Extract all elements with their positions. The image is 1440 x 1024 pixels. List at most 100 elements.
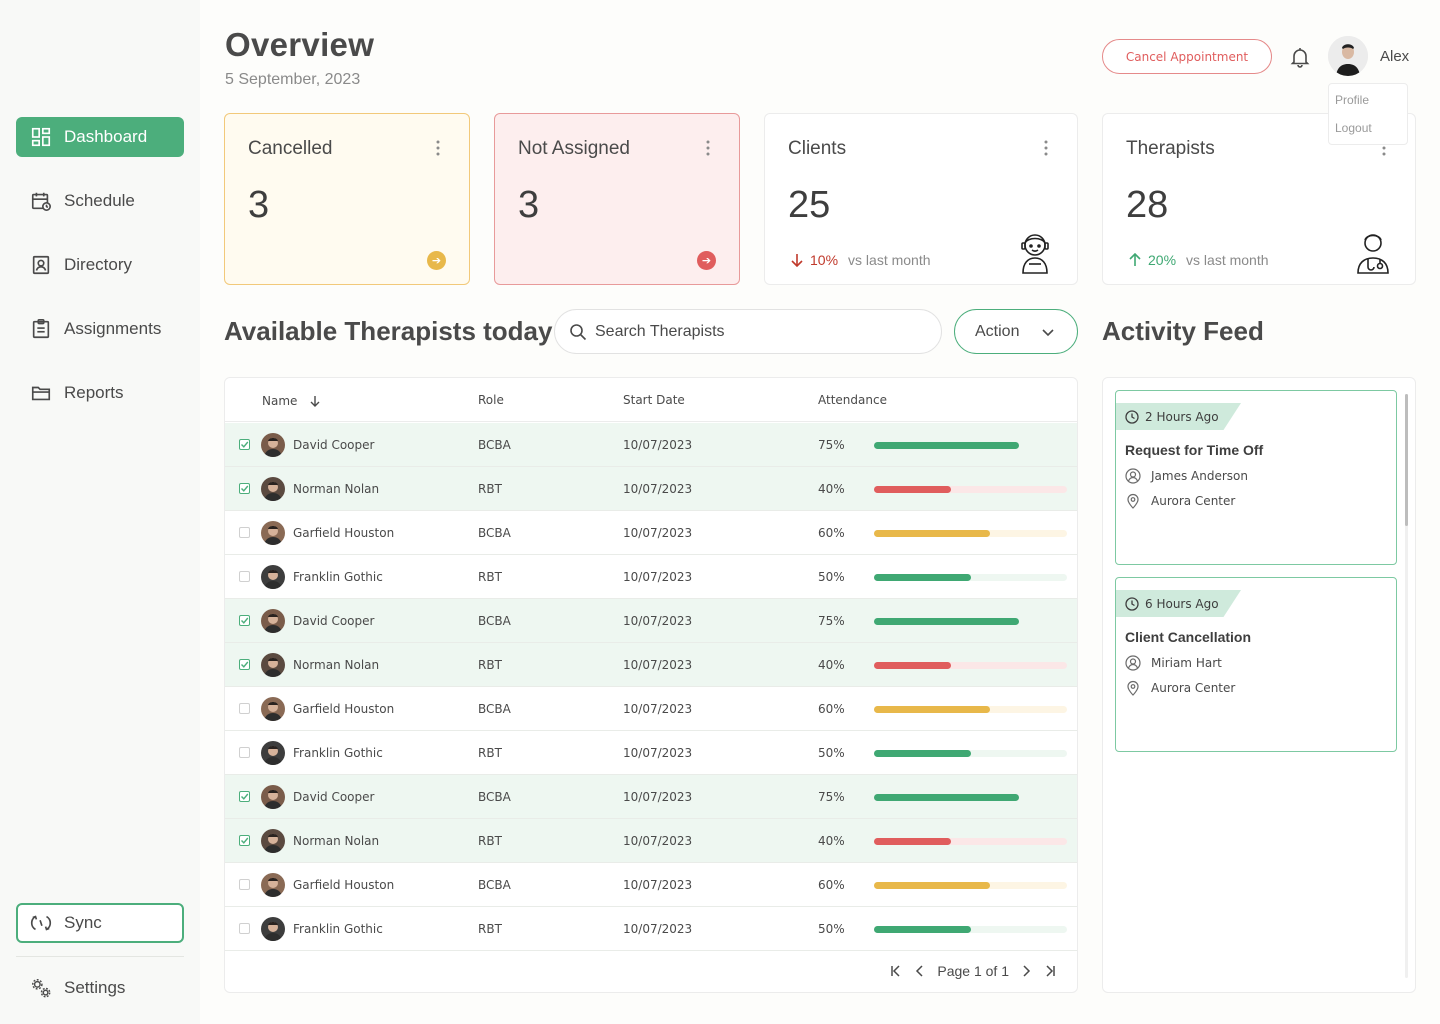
feed-card[interactable]: 2 Hours Ago Request for Time Off James A… xyxy=(1115,390,1397,565)
cell-start-date: 10/07/2023 xyxy=(623,570,693,584)
cell-role: RBT xyxy=(478,746,502,760)
attendance-bar-fill xyxy=(874,706,990,713)
therapists-section-title: Available Therapists today xyxy=(224,316,553,346)
sync-label: Sync xyxy=(64,913,102,932)
feed-scrollbar[interactable] xyxy=(1405,394,1408,978)
avatar-portrait-icon xyxy=(264,482,282,501)
menu-item-logout[interactable]: Logout xyxy=(1335,121,1372,135)
attendance-bar-fill xyxy=(874,574,971,581)
sidebar: Dashboard Schedule Directory Assignments… xyxy=(0,0,200,1024)
kebab-menu-icon[interactable] xyxy=(705,139,711,157)
first-page-icon[interactable] xyxy=(889,964,903,978)
sidebar-item-directory[interactable]: Directory xyxy=(16,245,184,285)
cell-attendance: 50% xyxy=(818,746,845,760)
prev-page-icon[interactable] xyxy=(913,964,927,978)
row-checkbox[interactable] xyxy=(239,527,250,538)
table-row[interactable]: Franklin Gothic RBT 10/07/2023 50% xyxy=(225,731,1077,775)
scrollbar-thumb[interactable] xyxy=(1405,394,1408,526)
row-checkbox[interactable] xyxy=(239,659,250,670)
table-row[interactable]: Garfield Houston BCBA 10/07/2023 60% xyxy=(225,511,1077,555)
sidebar-divider xyxy=(16,956,184,957)
therapists-table: Name Role Start Date Attendance David Co… xyxy=(224,377,1078,993)
stat-card-cancelled[interactable]: Cancelled 3 ➔ xyxy=(224,113,470,285)
table-row[interactable]: Franklin Gothic RBT 10/07/2023 50% xyxy=(225,555,1077,599)
next-page-icon[interactable] xyxy=(1019,964,1033,978)
stat-value: 3 xyxy=(518,184,540,226)
stat-card-not-assigned[interactable]: Not Assigned 3 ➔ xyxy=(494,113,740,285)
stat-trend: 20% vs last month xyxy=(1128,252,1269,268)
table-row[interactable]: David Cooper BCBA 10/07/2023 75% xyxy=(225,423,1077,467)
sidebar-item-settings[interactable]: Settings xyxy=(16,968,184,1008)
cell-name: Franklin Gothic xyxy=(293,570,383,584)
user-circle-icon xyxy=(1125,468,1141,484)
table-row[interactable]: David Cooper BCBA 10/07/2023 75% xyxy=(225,775,1077,819)
avatar-portrait-icon xyxy=(264,922,282,941)
child-icon xyxy=(1021,234,1049,274)
row-checkbox[interactable] xyxy=(239,879,250,890)
column-header-name[interactable]: Name xyxy=(262,393,320,408)
feed-card[interactable]: 6 Hours Ago Client Cancellation Miriam H… xyxy=(1115,577,1397,752)
table-row[interactable]: Garfield Houston BCBA 10/07/2023 60% xyxy=(225,687,1077,731)
avatar-portrait-icon xyxy=(264,790,282,809)
cancel-appointment-button[interactable]: Cancel Appointment xyxy=(1102,39,1272,74)
check-icon xyxy=(241,617,249,624)
check-icon xyxy=(241,837,249,844)
arrow-right-icon[interactable]: ➔ xyxy=(697,251,716,270)
sort-arrow-down-icon[interactable] xyxy=(309,395,321,407)
kebab-menu-icon[interactable] xyxy=(435,139,441,157)
stat-card-clients[interactable]: Clients 25 10% vs last month xyxy=(764,113,1078,285)
table-row[interactable]: Norman Nolan RBT 10/07/2023 40% xyxy=(225,467,1077,511)
row-checkbox[interactable] xyxy=(239,483,250,494)
menu-item-profile[interactable]: Profile xyxy=(1335,93,1370,107)
location-pin-icon xyxy=(1127,680,1139,696)
attendance-bar xyxy=(874,750,1067,757)
row-checkbox[interactable] xyxy=(239,571,250,582)
attendance-bar-fill xyxy=(874,882,990,889)
table-header: Name Role Start Date Attendance xyxy=(225,378,1077,422)
search-therapists-input[interactable] xyxy=(595,322,915,341)
column-header-start-date[interactable]: Start Date xyxy=(623,393,685,407)
sidebar-item-assignments[interactable]: Assignments xyxy=(16,309,184,349)
table-row[interactable]: Norman Nolan RBT 10/07/2023 40% xyxy=(225,643,1077,687)
row-checkbox[interactable] xyxy=(239,835,250,846)
row-checkbox[interactable] xyxy=(239,615,250,626)
action-dropdown[interactable]: Action xyxy=(954,309,1078,354)
attendance-bar-fill xyxy=(874,486,951,493)
bell-icon[interactable] xyxy=(1288,45,1312,69)
sync-button[interactable]: Sync xyxy=(16,903,184,943)
table-row[interactable]: Garfield Houston BCBA 10/07/2023 60% xyxy=(225,863,1077,907)
avatar-portrait-icon xyxy=(264,834,282,853)
row-checkbox[interactable] xyxy=(239,791,250,802)
table-row[interactable]: Norman Nolan RBT 10/07/2023 40% xyxy=(225,819,1077,863)
column-header-attendance[interactable]: Attendance xyxy=(818,393,887,407)
pagination: Page 1 of 1 xyxy=(889,963,1057,979)
cell-role: BCBA xyxy=(478,438,511,452)
row-checkbox[interactable] xyxy=(239,747,250,758)
table-row[interactable]: Franklin Gothic RBT 10/07/2023 50% xyxy=(225,907,1077,951)
sidebar-item-dashboard[interactable]: Dashboard xyxy=(16,117,184,157)
arrow-right-icon[interactable]: ➔ xyxy=(427,251,446,270)
avatar xyxy=(261,565,285,589)
cell-attendance: 60% xyxy=(818,702,845,716)
last-page-icon[interactable] xyxy=(1043,964,1057,978)
kebab-menu-icon[interactable] xyxy=(1043,139,1049,157)
attendance-bar xyxy=(874,882,1067,889)
column-header-role[interactable]: Role xyxy=(478,393,504,407)
sidebar-item-label: Schedule xyxy=(64,191,135,210)
stat-title: Not Assigned xyxy=(518,138,630,159)
user-name: Alex xyxy=(1380,48,1410,65)
row-checkbox[interactable] xyxy=(239,439,250,450)
trend-change: 10% xyxy=(810,252,839,268)
feed-title: Client Cancellation xyxy=(1125,629,1252,645)
row-checkbox[interactable] xyxy=(239,703,250,714)
row-checkbox[interactable] xyxy=(239,923,250,934)
cell-name: Norman Nolan xyxy=(293,834,380,848)
cell-name: David Cooper xyxy=(293,790,375,804)
table-row[interactable]: David Cooper BCBA 10/07/2023 75% xyxy=(225,599,1077,643)
activity-feed: 2 Hours Ago Request for Time Off James A… xyxy=(1102,377,1416,993)
stat-value: 3 xyxy=(248,184,270,226)
sidebar-item-schedule[interactable]: Schedule xyxy=(16,181,184,221)
attendance-bar-fill xyxy=(874,926,971,933)
user-avatar[interactable] xyxy=(1328,36,1368,76)
sidebar-item-reports[interactable]: Reports xyxy=(16,373,184,413)
